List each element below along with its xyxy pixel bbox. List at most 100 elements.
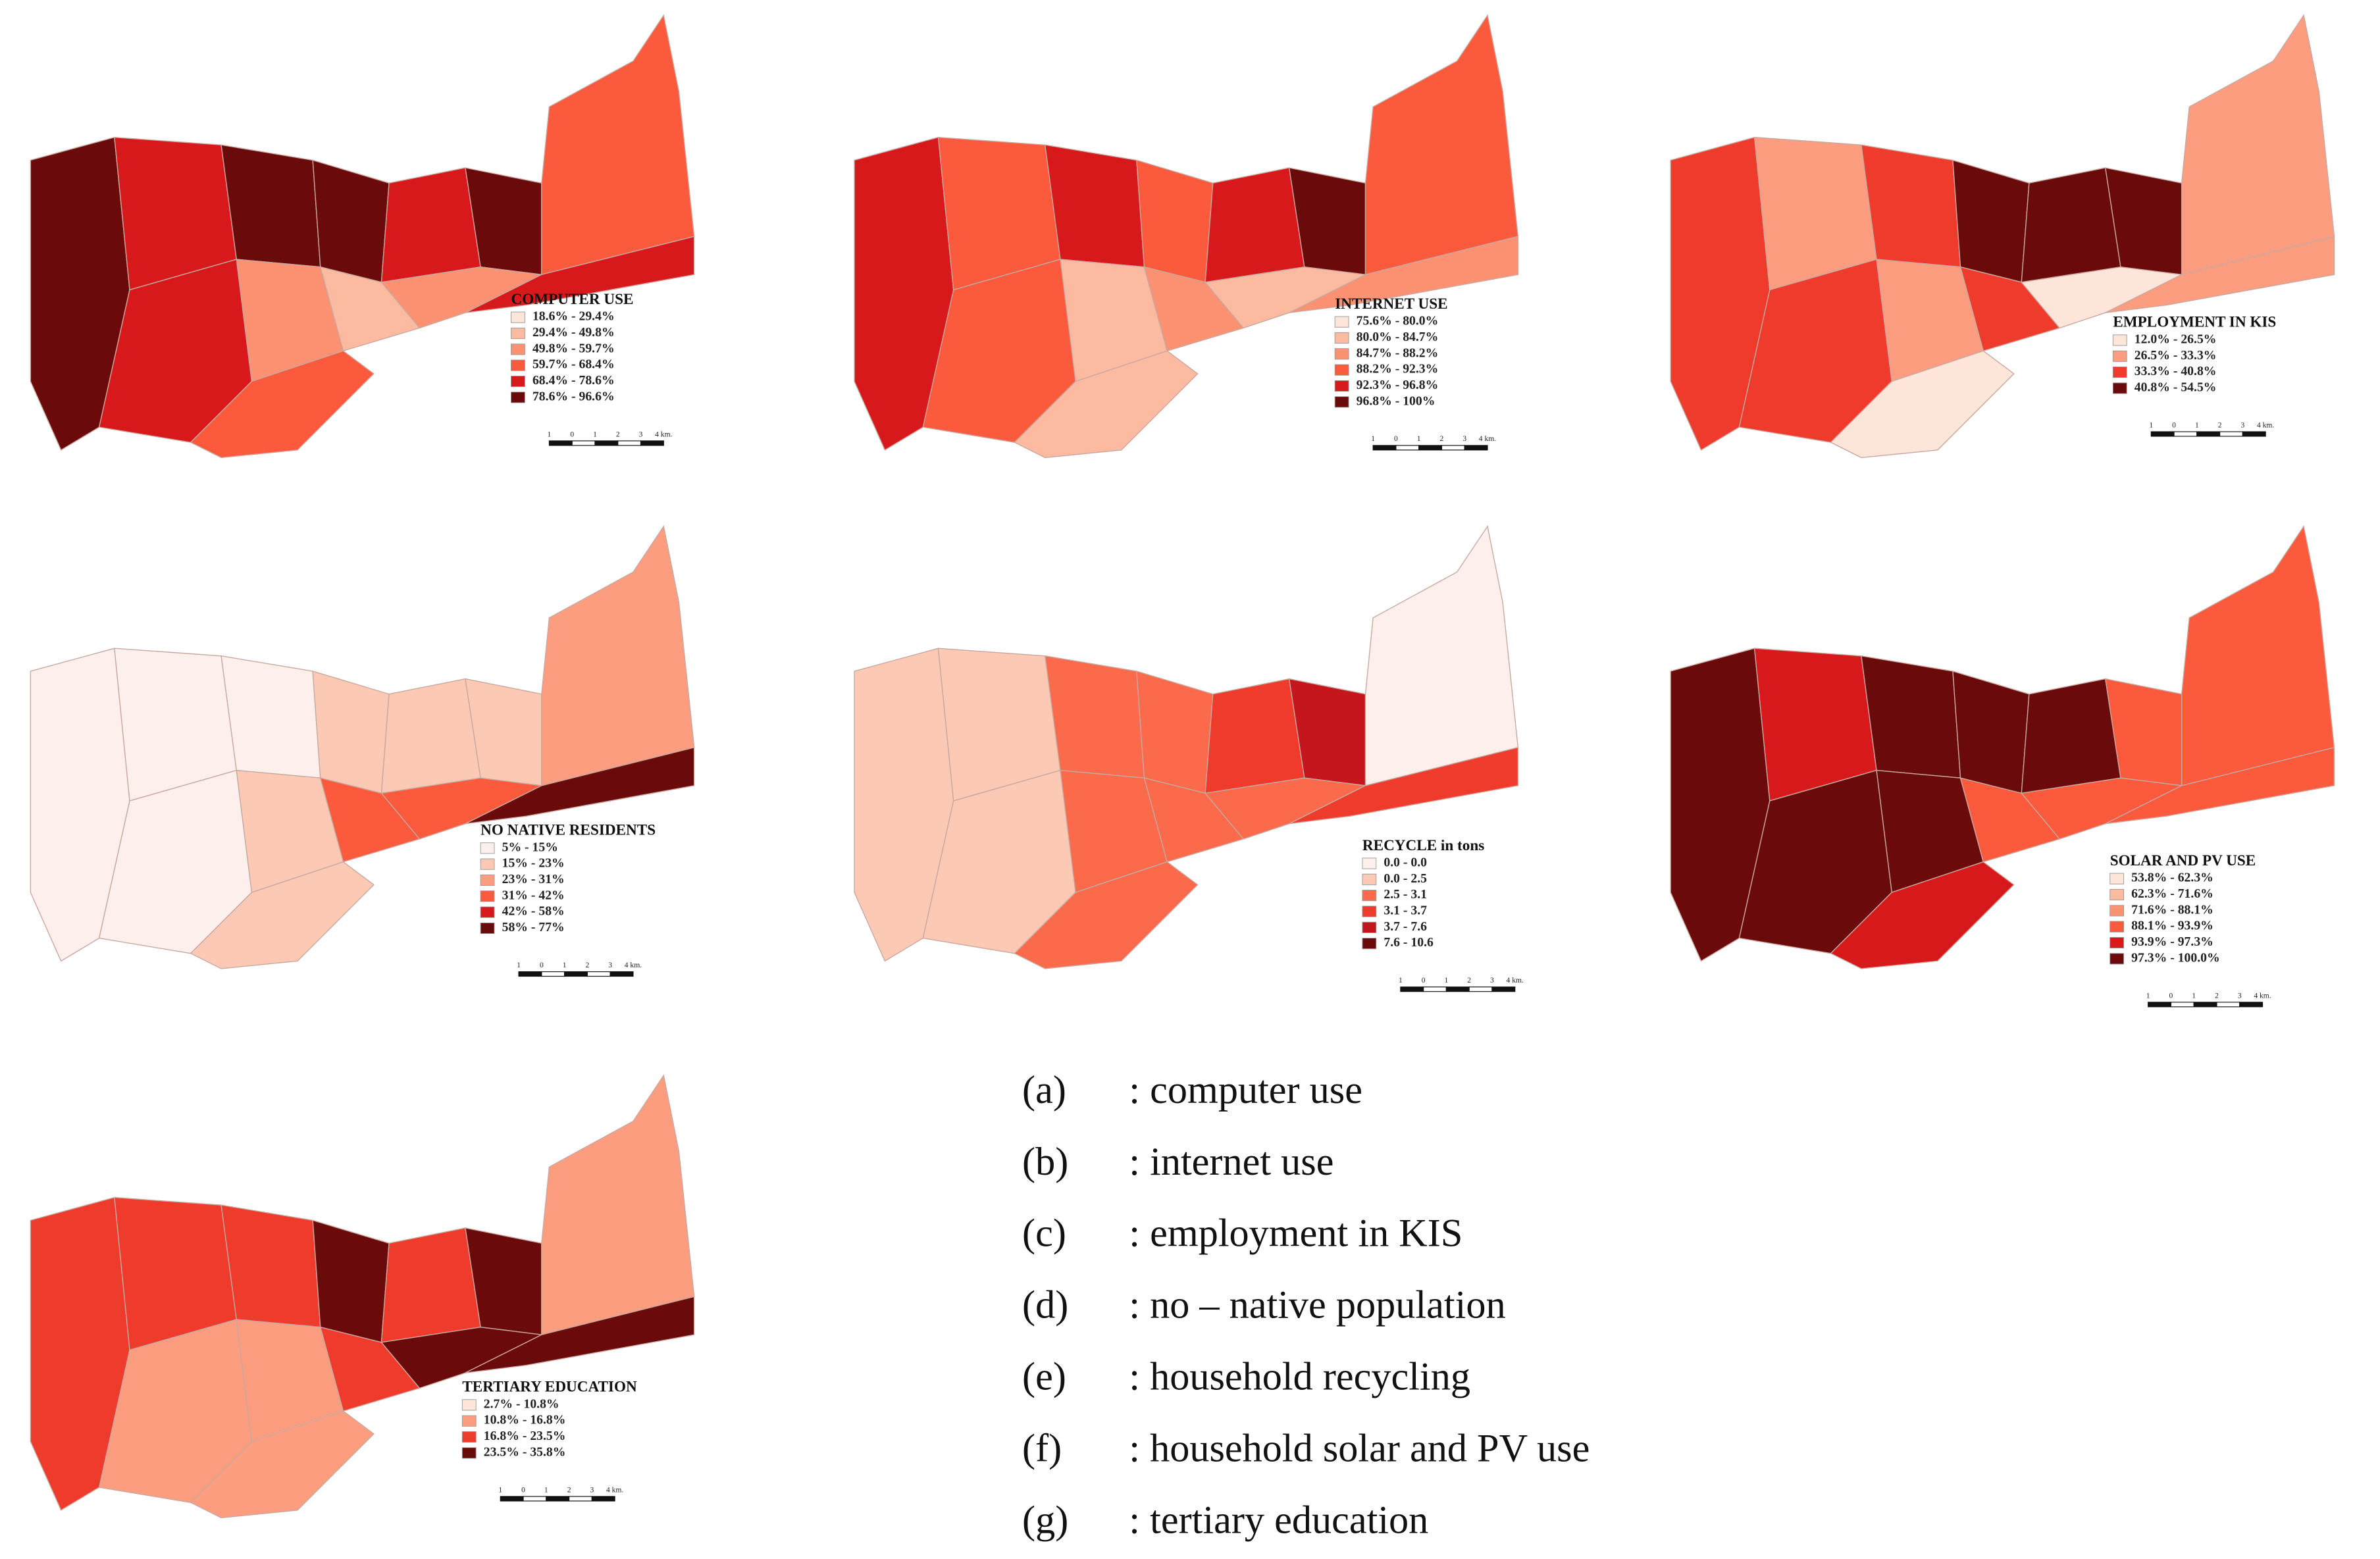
scale-bar-label: 4 km. bbox=[2257, 421, 2274, 429]
legend-swatch bbox=[511, 359, 525, 371]
legend-label: 80.0% - 84.7% bbox=[1357, 330, 1439, 344]
scale-bar-label: 1 bbox=[544, 1485, 548, 1494]
district bbox=[2105, 236, 2335, 313]
scale-bar-segment bbox=[617, 440, 642, 446]
scale-bar-segment bbox=[2170, 1002, 2194, 1008]
legend-label: 97.3% - 100.0% bbox=[2131, 950, 2220, 965]
scale-bar-segment bbox=[2150, 431, 2175, 437]
legend-swatch bbox=[2112, 334, 2127, 346]
scale-bar-segment bbox=[2242, 431, 2266, 437]
scale-bar-label: 2 bbox=[616, 430, 620, 438]
legend-title: RECYCLE in tons bbox=[1362, 837, 1484, 854]
legend-label: 3.1 - 3.7 bbox=[1384, 904, 1427, 918]
district bbox=[1952, 159, 2030, 283]
scale-bar-segment bbox=[2193, 1002, 2217, 1008]
legend-swatch bbox=[2109, 921, 2125, 933]
legend-swatch bbox=[2112, 382, 2127, 394]
scale-bar-segment bbox=[523, 1496, 547, 1502]
scale-bar-label: 2 bbox=[567, 1485, 571, 1494]
scale-bar-label: 4 km. bbox=[1507, 976, 1524, 984]
scale-bar-segment bbox=[2239, 1002, 2264, 1008]
legend-label: 12.0% - 26.5% bbox=[2134, 332, 2217, 346]
district bbox=[465, 1296, 695, 1373]
district bbox=[1364, 14, 1519, 276]
scale-bar-label: 3 bbox=[639, 430, 643, 438]
legend-swatch bbox=[1362, 857, 1377, 869]
district bbox=[465, 236, 695, 313]
caption-text: : employment in KIS bbox=[1129, 1212, 1462, 1256]
scale-bar-label: 1 bbox=[498, 1485, 502, 1494]
scale-bar-label: 1 bbox=[1417, 434, 1421, 443]
district bbox=[541, 1074, 695, 1336]
legend-label: 88.1% - 93.9% bbox=[2131, 919, 2213, 933]
scale-bar-label: 1 bbox=[2195, 421, 2199, 429]
caption-text: : tertiary education bbox=[1129, 1498, 1428, 1542]
district bbox=[1044, 655, 1145, 779]
legend-label: 26.5% - 33.3% bbox=[2134, 348, 2217, 363]
district bbox=[190, 350, 375, 459]
district bbox=[2181, 524, 2335, 786]
legend-swatch bbox=[2109, 905, 2125, 917]
district bbox=[1830, 350, 2015, 459]
legend-swatch bbox=[1334, 364, 1349, 376]
legend-label: 53.8% - 62.3% bbox=[2131, 871, 2213, 885]
legend-label: 31% - 42% bbox=[502, 888, 565, 902]
legend-swatch bbox=[2109, 888, 2125, 901]
scale-bar-segment bbox=[609, 971, 634, 977]
district bbox=[1136, 670, 1214, 794]
legend-label: 0.0 - 0.0 bbox=[1384, 856, 1427, 870]
legend-label: 40.8% - 54.5% bbox=[2134, 380, 2217, 394]
legend-label: 23.5% - 35.8% bbox=[484, 1444, 566, 1459]
map: SOLAR AND PV USE 53.8% - 62.3%62.3% - 71.… bbox=[1670, 524, 2335, 1008]
legend-title: NO NATIVE RESIDENTS bbox=[480, 822, 656, 839]
legend-label: 18.6% - 29.4% bbox=[532, 309, 615, 324]
legend-swatch bbox=[1362, 906, 1377, 917]
scale-bar-segment bbox=[564, 971, 588, 977]
scale-bar-segment bbox=[594, 440, 619, 446]
scale-bar-segment bbox=[2216, 1002, 2240, 1008]
scale-bar-label: 3 bbox=[2238, 991, 2242, 1000]
scale-bar-label: 3 bbox=[1462, 434, 1466, 443]
legend-swatch bbox=[480, 874, 495, 886]
scale-bar-label: 2 bbox=[2218, 421, 2222, 429]
legend-label: 23% - 31% bbox=[502, 872, 565, 886]
legend-label: 5% - 15% bbox=[502, 840, 558, 854]
district bbox=[2021, 167, 2121, 283]
legend-swatch bbox=[2112, 367, 2127, 378]
legend-swatch bbox=[2109, 936, 2125, 949]
scale-bar-label: 1 bbox=[593, 430, 597, 438]
scale-bar-segment bbox=[591, 1496, 615, 1502]
legend-swatch bbox=[511, 327, 525, 340]
legend-title: COMPUTER USE bbox=[511, 291, 634, 308]
caption-text: : no – native population bbox=[1129, 1283, 1505, 1327]
legend-swatch bbox=[1334, 380, 1349, 392]
scale-bar-label: 3 bbox=[590, 1485, 594, 1494]
scale-bar-segment bbox=[571, 440, 596, 446]
scale-bar-label: 4 km. bbox=[655, 430, 672, 438]
scale-bar-label: 4 km. bbox=[1479, 434, 1496, 443]
scale-bar-label: 0 bbox=[540, 961, 544, 969]
district bbox=[312, 1219, 390, 1343]
district bbox=[220, 1204, 321, 1328]
district bbox=[380, 167, 481, 283]
legend-label: 75.6% - 80.0% bbox=[1357, 314, 1439, 328]
scale-bar-segment bbox=[548, 440, 573, 446]
legend-swatch bbox=[461, 1431, 477, 1443]
legend-label: 15% - 23% bbox=[502, 856, 565, 871]
legend-swatch bbox=[480, 906, 495, 918]
legend-swatch bbox=[461, 1447, 477, 1459]
legend-title: INTERNET USE bbox=[1335, 295, 1447, 313]
legend-label: 7.6 - 10.6 bbox=[1384, 935, 1434, 950]
scale-bar-label: 1 bbox=[548, 430, 552, 438]
scale-bar-label: 0 bbox=[570, 430, 574, 438]
scale-bar-label: 2 bbox=[1467, 976, 1471, 984]
scale-bar-label: 3 bbox=[2240, 421, 2244, 429]
legend-label: 96.8% - 100% bbox=[1357, 394, 1436, 408]
district bbox=[1830, 861, 2015, 969]
caption-letter: (b) bbox=[1022, 1140, 1068, 1184]
district bbox=[2105, 746, 2335, 825]
